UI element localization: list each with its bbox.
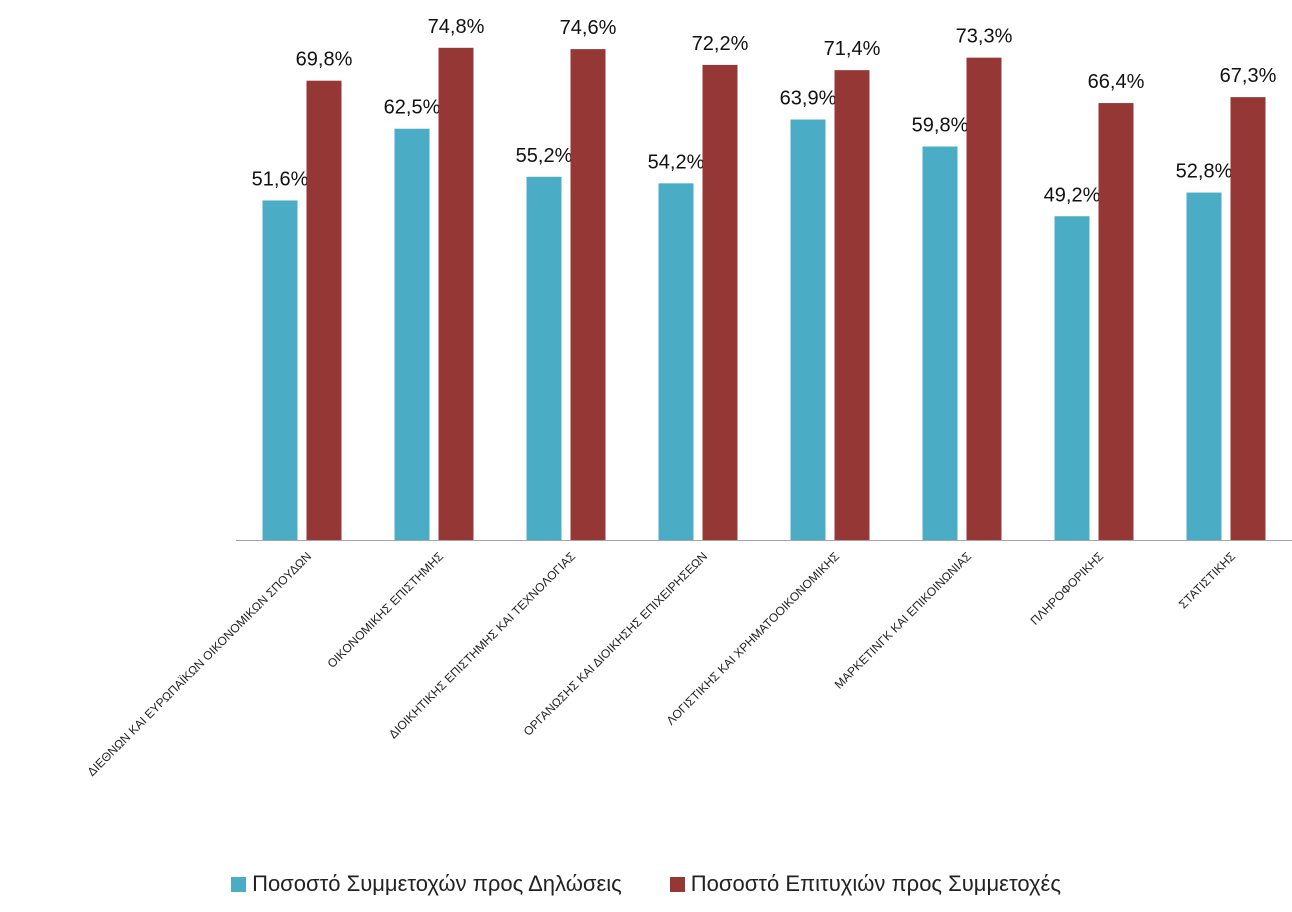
legend-swatch-success <box>669 876 685 892</box>
bar-success-1 <box>306 80 342 541</box>
category-label-2: ΟΙΚΟΝΟΜΙΚΗΣ ΕΠΙΣΤΗΜΗΣ <box>325 549 447 671</box>
data-label-success-5: 71,4% <box>824 38 881 60</box>
data-label-success-2: 74,8% <box>428 16 485 38</box>
data-label-success-1: 69,8% <box>296 49 353 71</box>
data-label-participation-2: 62,5% <box>384 97 441 119</box>
category-label-8: ΣΤΑΤΙΣΤΙΚΗΣ <box>1176 549 1238 611</box>
data-label-participation-7: 49,2% <box>1044 184 1101 206</box>
bar-participation-5 <box>790 119 826 541</box>
data-label-success-7: 66,4% <box>1088 71 1145 93</box>
legend-label-participation: Ποσοστό Συμμετοχών προς Δηλώσεις <box>252 871 622 896</box>
bar-success-6 <box>966 57 1002 540</box>
bar-participation-1 <box>262 200 298 540</box>
bar-participation-8 <box>1186 192 1222 540</box>
data-label-participation-8: 52,8% <box>1176 161 1233 183</box>
data-label-participation-4: 54,2% <box>648 151 705 173</box>
category-label-6: ΜΑΡΚΕΤΙΝΓΚ ΚΑΙ ΕΠΙΚΟΙΝΩΝΙΑΣ <box>832 549 974 691</box>
bar-success-5 <box>834 70 870 540</box>
data-label-participation-3: 55,2% <box>516 145 573 167</box>
data-label-participation-5: 63,9% <box>780 88 837 110</box>
category-label-1: ΔΙΕΘΝΩΝ ΚΑΙ ΕΥΡΩΠΑΪΚΩΝ ΟΙΚΟΝΟΜΙΚΩΝ ΣΠΟΥΔ… <box>85 549 315 779</box>
legend-item-success: Ποσοστό Επιτυχιών προς Συμμετοχές <box>669 871 1061 897</box>
data-label-success-6: 73,3% <box>956 26 1013 48</box>
chart-legend: Ποσοστό Συμμετοχών προς Δηλώσεις Ποσοστό… <box>0 869 1292 899</box>
bar-success-2 <box>438 47 474 540</box>
data-label-success-8: 67,3% <box>1220 65 1277 87</box>
legend-swatch-participation <box>231 876 247 892</box>
bar-success-8 <box>1230 97 1266 540</box>
bar-participation-7 <box>1054 216 1090 541</box>
data-label-participation-1: 51,6% <box>252 168 309 190</box>
bar-participation-6 <box>922 146 958 541</box>
bar-participation-2 <box>394 128 430 541</box>
legend-label-success: Ποσοστό Επιτυχιών προς Συμμετοχές <box>690 871 1061 896</box>
bar-success-3 <box>570 49 606 540</box>
legend-item-participation: Ποσοστό Συμμετοχών προς Δηλώσεις <box>231 871 622 897</box>
data-label-success-3: 74,6% <box>560 17 617 39</box>
data-label-success-4: 72,2% <box>692 33 749 55</box>
bar-participation-3 <box>526 176 562 540</box>
bar-participation-4 <box>658 183 694 540</box>
data-label-participation-6: 59,8% <box>912 115 969 137</box>
bar-success-7 <box>1098 103 1134 541</box>
category-label-7: ΠΛΗΡΟΦΟΡΙΚΗΣ <box>1028 549 1107 628</box>
bar-success-4 <box>702 64 738 540</box>
